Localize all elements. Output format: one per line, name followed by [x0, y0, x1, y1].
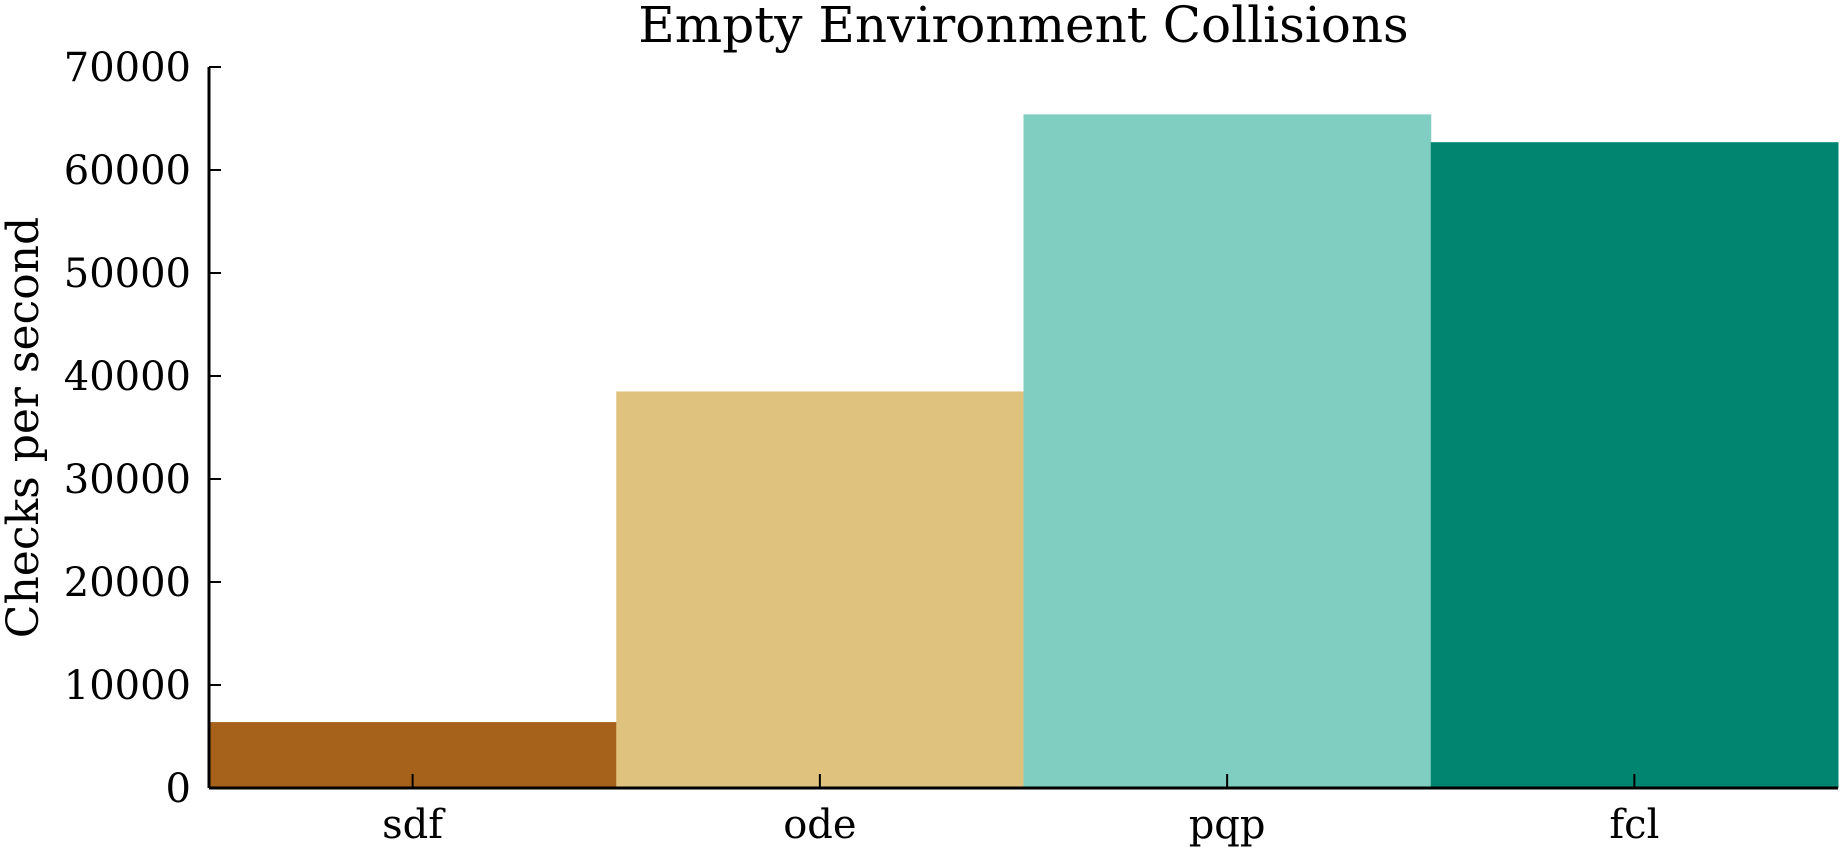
bar-pqp — [1023, 114, 1432, 788]
x-axis-ticks: sdf ode pqp fcl — [382, 774, 1659, 848]
bar-fcl — [1430, 142, 1839, 788]
x-tick-label-sdf: sdf — [382, 802, 446, 848]
y-tick-label: 30000 — [64, 457, 191, 503]
y-tick-label: 0 — [166, 766, 191, 812]
y-tick-label: 40000 — [64, 354, 191, 400]
y-tick-label: 10000 — [64, 663, 191, 709]
y-tick-label: 50000 — [64, 251, 191, 297]
x-tick-label-fcl: fcl — [1609, 802, 1659, 848]
y-axis-ticks: 0 10000 20000 30000 40000 50000 60000 70000 — [64, 45, 221, 812]
chart-title: Empty Environment Collisions — [638, 0, 1408, 54]
y-axis-label: Checks per second — [0, 217, 49, 638]
x-tick-label-pqp: pqp — [1189, 802, 1266, 848]
bars-group — [209, 114, 1839, 788]
bar-ode — [616, 391, 1024, 788]
x-tick-label-ode: ode — [783, 802, 856, 848]
y-tick-label: 60000 — [64, 148, 191, 194]
y-tick-label: 20000 — [64, 560, 191, 606]
y-tick-label: 70000 — [64, 45, 191, 91]
